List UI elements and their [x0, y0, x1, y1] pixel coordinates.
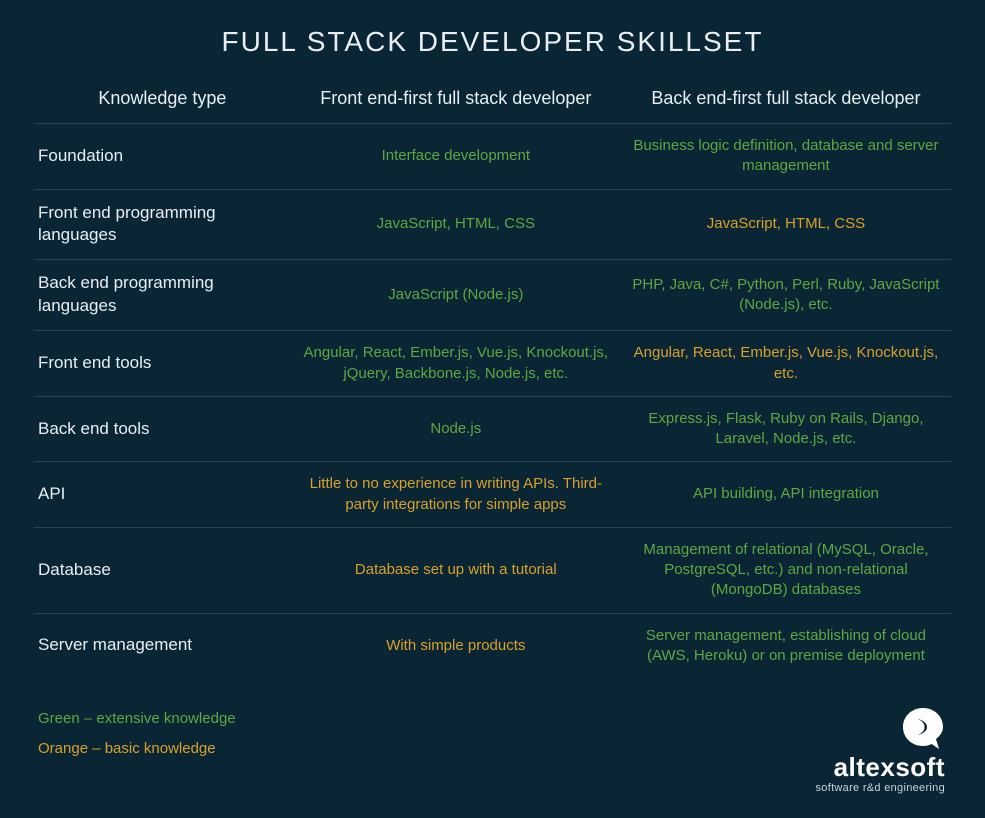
- row-back: PHP, Java, C#, Python, Perl, Ruby, JavaS…: [621, 260, 951, 331]
- table-row: Database Database set up with a tutorial…: [34, 527, 951, 613]
- row-category: Back end programming languages: [34, 260, 291, 331]
- legend-green: Green – extensive knowledge: [38, 704, 951, 734]
- row-front: Interface development: [291, 124, 621, 190]
- row-category: Front end tools: [34, 331, 291, 397]
- logo-tagline: software r&d engineering: [816, 782, 946, 794]
- row-category: Front end programming languages: [34, 189, 291, 260]
- row-front: With simple products: [291, 613, 621, 678]
- row-category: Back end tools: [34, 396, 291, 462]
- table-row: Back end programming languages JavaScrip…: [34, 260, 951, 331]
- logo-brand: altexsoft: [816, 754, 946, 780]
- table-row: Foundation Interface development Busines…: [34, 124, 951, 190]
- table-row: API Little to no experience in writing A…: [34, 462, 951, 528]
- row-front: Node.js: [291, 396, 621, 462]
- footer-logo: altexsoft software r&d engineering: [816, 706, 946, 794]
- row-front: JavaScript (Node.js): [291, 260, 621, 331]
- row-back: Management of relational (MySQL, Oracle,…: [621, 527, 951, 613]
- page-title: FULL STACK DEVELOPER SKILLSET: [34, 26, 951, 58]
- row-front: Little to no experience in writing APIs.…: [291, 462, 621, 528]
- header-frontend-first: Front end-first full stack developer: [291, 80, 621, 124]
- row-front: Database set up with a tutorial: [291, 527, 621, 613]
- table-row: Server management With simple products S…: [34, 613, 951, 678]
- row-category: Foundation: [34, 124, 291, 190]
- table-row: Front end programming languages JavaScri…: [34, 189, 951, 260]
- row-front: JavaScript, HTML, CSS: [291, 189, 621, 260]
- legend-orange: Orange – basic knowledge: [38, 734, 951, 764]
- row-front: Angular, React, Ember.js, Vue.js, Knocko…: [291, 331, 621, 397]
- skillset-table: Knowledge type Front end-first full stac…: [34, 80, 951, 678]
- table-body: Foundation Interface development Busines…: [34, 124, 951, 679]
- row-back: JavaScript, HTML, CSS: [621, 189, 951, 260]
- header-knowledge-type: Knowledge type: [34, 80, 291, 124]
- row-category: API: [34, 462, 291, 528]
- row-back: API building, API integration: [621, 462, 951, 528]
- row-category: Database: [34, 527, 291, 613]
- header-backend-first: Back end-first full stack developer: [621, 80, 951, 124]
- row-back: Angular, React, Ember.js, Vue.js, Knocko…: [621, 331, 951, 397]
- row-back: Business logic definition, database and …: [621, 124, 951, 190]
- table-header-row: Knowledge type Front end-first full stac…: [34, 80, 951, 124]
- table-row: Back end tools Node.js Express.js, Flask…: [34, 396, 951, 462]
- logo-icon: [901, 706, 945, 750]
- legend: Green – extensive knowledge Orange – bas…: [34, 704, 951, 764]
- row-category: Server management: [34, 613, 291, 678]
- row-back: Server management, establishing of cloud…: [621, 613, 951, 678]
- row-back: Express.js, Flask, Ruby on Rails, Django…: [621, 396, 951, 462]
- table-row: Front end tools Angular, React, Ember.js…: [34, 331, 951, 397]
